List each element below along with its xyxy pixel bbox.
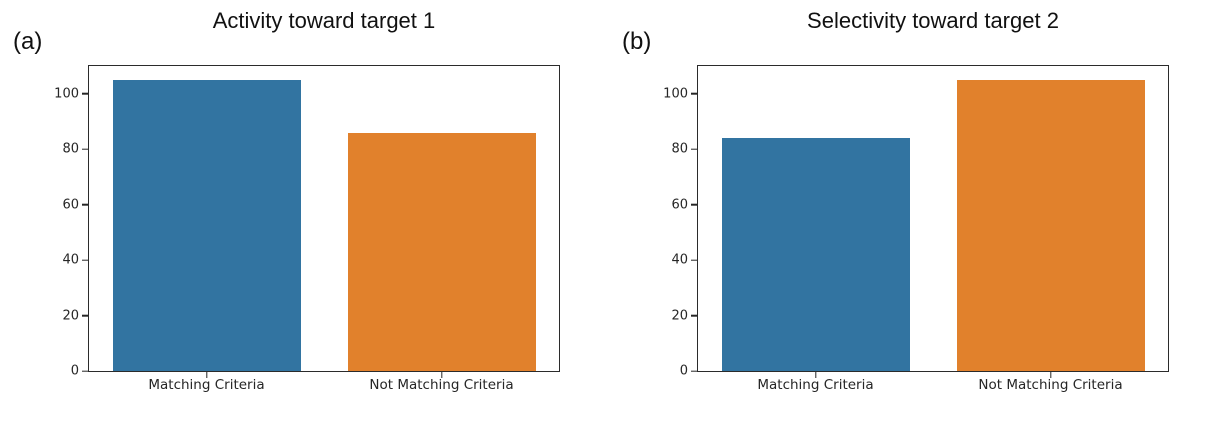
y-tick-label: 60 [671, 197, 688, 213]
y-tick-label: 80 [671, 141, 688, 157]
y-tick-mark [82, 203, 88, 206]
bar [112, 79, 301, 371]
x-tick-mark [814, 372, 817, 378]
y-tick-label: 60 [62, 197, 79, 213]
y-tick-mark [82, 148, 88, 150]
y-tick-mark [691, 259, 697, 261]
x-tick-label: Matching Criteria [148, 377, 265, 393]
chart-title-b: Selectivity toward target 2 [807, 8, 1059, 33]
y-tick-mark [691, 93, 697, 95]
bar [956, 79, 1145, 371]
y-tick-mark [691, 370, 697, 372]
panel-label-b: (b) [622, 28, 652, 55]
y-tick-label: 80 [62, 141, 79, 157]
bar [721, 138, 910, 371]
y-tick-label: 100 [663, 86, 688, 102]
y-tick-mark [82, 259, 88, 261]
x-tick-mark [440, 372, 443, 378]
chart-panel-b: (b) Selectivity toward target 2 0 20 40 60 8… [609, 0, 1218, 430]
x-tick-mark [205, 372, 208, 378]
y-tick-label: 40 [62, 252, 79, 268]
plot-area-b: 0 20 40 60 80 100 Matching Criteria Not Matchin… [663, 65, 1169, 392]
x-tick-label: Not Matching Criteria [369, 377, 514, 393]
y-tick-mark [82, 93, 88, 95]
chart-title-a: Activity toward target 1 [212, 8, 436, 33]
y-tick-mark [82, 370, 88, 372]
x-tick-label: Matching Criteria [757, 377, 874, 393]
y-tick-label: 100 [54, 86, 79, 102]
x-tick-mark [1049, 372, 1052, 378]
y-tick-label: 40 [671, 252, 688, 268]
y-tick-label: 20 [671, 308, 688, 324]
y-tick-mark [691, 314, 697, 317]
y-tick-label: 0 [70, 363, 79, 379]
y-tick-label: 20 [62, 308, 79, 324]
chart-panel-a: (a) Activity toward target 1 0 20 40 60 80 10… [13, 8, 560, 392]
bar [347, 132, 536, 371]
plot-area-a: 0 20 40 60 80 100 Matching Criteria Not Matchin… [54, 65, 560, 392]
x-tick-label: Not Matching Criteria [978, 377, 1123, 393]
y-tick-mark [691, 203, 697, 206]
y-tick-mark [691, 148, 697, 150]
panel-label-a: (a) [13, 28, 43, 55]
y-tick-label: 0 [679, 363, 688, 379]
y-tick-mark [82, 314, 88, 317]
